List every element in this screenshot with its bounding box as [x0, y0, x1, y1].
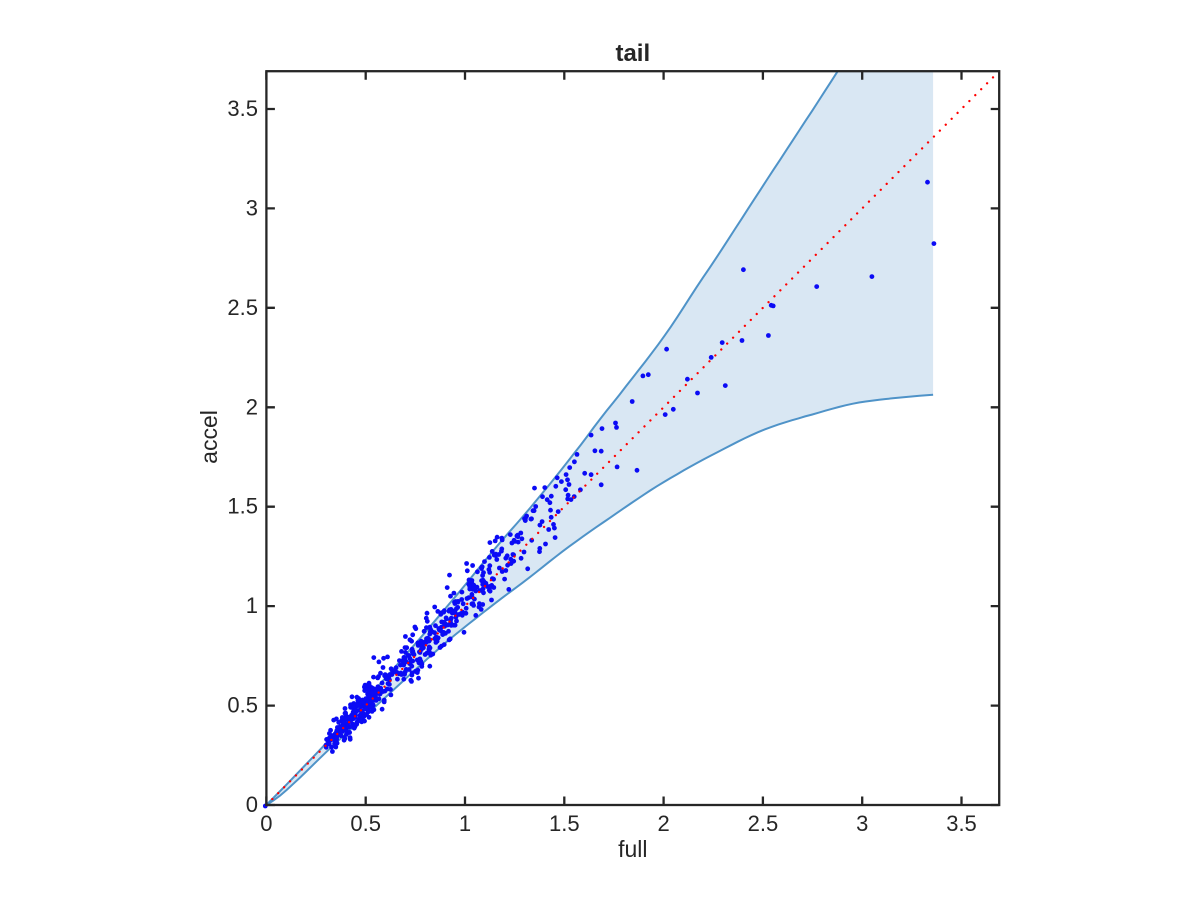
- svg-text:0: 0: [260, 811, 272, 836]
- svg-text:2.5: 2.5: [227, 295, 258, 320]
- svg-text:1: 1: [246, 593, 258, 618]
- svg-text:3: 3: [856, 811, 868, 836]
- svg-text:1: 1: [459, 811, 471, 836]
- svg-text:3.5: 3.5: [227, 96, 258, 121]
- svg-text:3: 3: [246, 195, 258, 220]
- svg-text:0: 0: [246, 792, 258, 817]
- svg-text:0.5: 0.5: [350, 811, 381, 836]
- svg-text:accel: accel: [196, 410, 222, 464]
- svg-text:1.5: 1.5: [227, 494, 258, 519]
- svg-text:2.5: 2.5: [748, 811, 779, 836]
- svg-text:0.5: 0.5: [227, 693, 258, 718]
- svg-text:2: 2: [246, 394, 258, 419]
- svg-text:tail: tail: [615, 40, 650, 67]
- svg-text:3.5: 3.5: [946, 811, 977, 836]
- svg-text:2: 2: [657, 811, 669, 836]
- svg-text:full: full: [618, 836, 647, 862]
- svg-text:1.5: 1.5: [549, 811, 580, 836]
